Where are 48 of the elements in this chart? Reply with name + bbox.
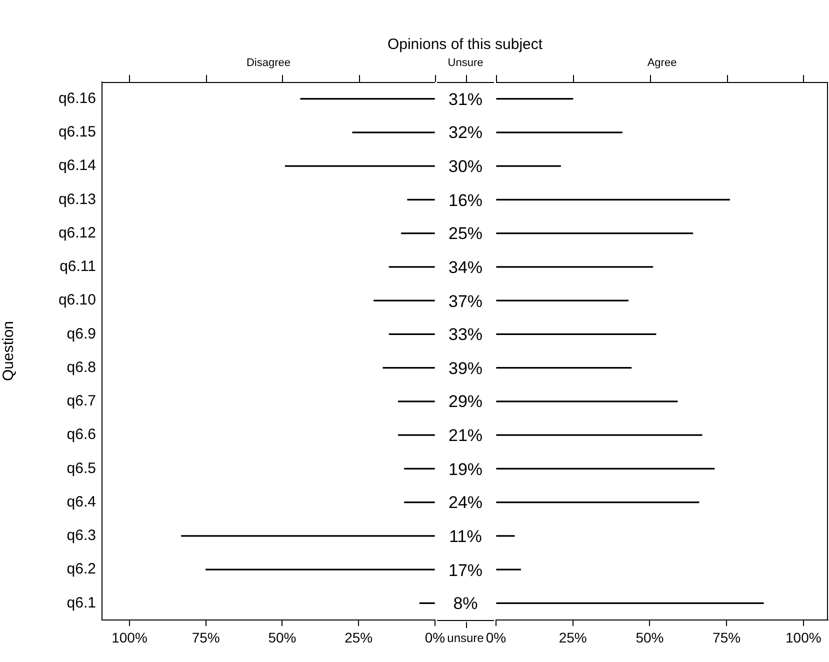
- data-label: 21%: [447, 426, 484, 446]
- chart-subtitle: Disagree: [246, 57, 291, 70]
- y-tick-label: q6.10: [58, 292, 96, 309]
- text: unsure: [447, 631, 484, 645]
- x-tick-label: 100%: [112, 629, 148, 646]
- x-tick-label: 25%: [344, 629, 373, 646]
- chart-subtitle: Agree: [647, 57, 677, 70]
- y-tick-label: q6.14: [58, 157, 96, 174]
- text: Unsure: [446, 57, 484, 70]
- data-label: 17%: [447, 560, 484, 581]
- x-tick-label: 75%: [192, 629, 220, 646]
- data-label: 34%: [447, 258, 484, 278]
- y-tick-label: q6.2: [66, 560, 96, 578]
- y-tick-label: q6.5: [66, 460, 96, 477]
- y-tick-label: q6.8: [66, 358, 96, 376]
- x-tick-label: 100%: [786, 629, 822, 646]
- x-tick-label: 50%: [268, 629, 296, 646]
- data-label: 16%: [447, 190, 484, 211]
- y-tick-label: q6.13: [58, 190, 96, 208]
- y-axis-title: Question: [0, 320, 18, 382]
- data-label: 19%: [447, 460, 484, 480]
- y-tick-label: q6.16: [58, 90, 96, 107]
- y-tick-label: q6.7: [66, 392, 96, 410]
- data-label: 11%: [448, 526, 483, 547]
- y-tick-label: q6.6: [66, 426, 96, 444]
- x-tick-label: 50%: [636, 629, 664, 646]
- y-tick-label: q6.11: [60, 258, 96, 276]
- data-label: 39%: [447, 358, 484, 379]
- y-tick-label: q6.3: [66, 527, 96, 544]
- data-label: 25%: [447, 224, 484, 244]
- y-tick-label: q6.15: [58, 124, 96, 141]
- x-tick-label: 75%: [712, 629, 741, 646]
- y-tick-label: q6.1: [66, 594, 96, 612]
- data-label: 8%: [452, 594, 479, 614]
- x-tick-label: 0%: [486, 629, 506, 646]
- data-label: 29%: [447, 392, 484, 412]
- text: Opinions of this subject: [386, 36, 544, 53]
- x-tick-label: 25%: [558, 629, 587, 646]
- data-label: 30%: [447, 157, 484, 178]
- data-label: 32%: [447, 123, 484, 144]
- y-tick-label: q6.12: [58, 224, 96, 242]
- data-label: 31%: [447, 90, 484, 110]
- data-label: 33%: [447, 325, 484, 346]
- data-label: 37%: [447, 292, 484, 312]
- data-label: 24%: [447, 493, 484, 514]
- y-tick-label: q6.9: [66, 325, 96, 342]
- y-tick-label: q6.4: [66, 493, 96, 510]
- x-tick-label: 0%: [424, 629, 446, 646]
